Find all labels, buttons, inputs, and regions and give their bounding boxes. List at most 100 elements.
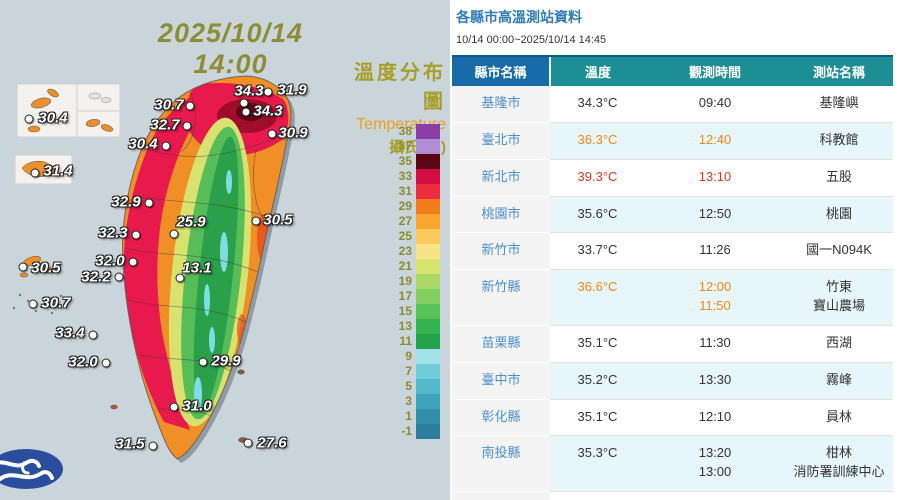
station-dot <box>175 273 185 283</box>
station-temp-label: 32.0 <box>95 252 125 270</box>
cell-temperature: 35.2°C <box>550 362 645 400</box>
header-temperature: 溫度 <box>549 55 645 86</box>
legend-stop-label: 19 <box>398 274 412 288</box>
legend-stop-swatch <box>416 229 440 244</box>
station-name-value: 竹東 <box>825 279 852 295</box>
station-name-value: 寶山農場 <box>812 298 865 314</box>
legend-stop-label: 5 <box>405 379 412 393</box>
station-dot <box>88 330 98 340</box>
station-name-value: 員林 <box>825 408 852 424</box>
station-dot <box>198 357 208 367</box>
station-temp-label: 32.2 <box>81 268 111 286</box>
legend-stop-label: 31 <box>398 184 412 198</box>
station-name-value: 科教館 <box>819 131 859 147</box>
station-name-value: 桃園 <box>825 205 852 221</box>
station-temp-label: 30.7 <box>154 96 184 114</box>
station-dot <box>30 168 40 178</box>
cell-temperature: 35.4°C <box>550 491 645 500</box>
obs-time-value: 13:20 <box>698 445 732 461</box>
station-dot <box>243 438 253 448</box>
station-temp-label: 30.5 <box>263 211 293 229</box>
station-name-value: 基隆嶼 <box>819 95 859 110</box>
legend-bar: 38 37 35 33 31 29 27 25 23 21 19 17 15 13 11 9 7 5 3 1 -1 <box>390 124 440 439</box>
cell-city: 彰化縣 <box>452 399 550 437</box>
legend-stop: 15 <box>390 304 440 319</box>
legend-stop-label: 23 <box>398 244 412 258</box>
header-obs-time: 觀測時間 <box>645 55 785 86</box>
legend-stop-label: 25 <box>398 229 412 243</box>
cell-station-name: 南改斗南分場 <box>785 491 893 500</box>
station-temp-label: 31.4 <box>43 162 73 180</box>
legend-stop-swatch <box>416 259 440 274</box>
cell-obs-time: 12:50 <box>645 196 785 234</box>
legend-stop: 38 <box>390 124 440 139</box>
cell-obs-time: 12:10 <box>645 399 785 437</box>
cell-obs-time: 13:10 <box>645 159 785 197</box>
station-dot <box>161 141 171 151</box>
station-dot <box>182 121 192 131</box>
obs-time-value: 11:50 <box>699 298 731 314</box>
legend-stop-swatch <box>416 334 440 349</box>
legend-stop-swatch <box>416 364 440 379</box>
table-row: 新竹縣 36.6°C 12:00 11:50 竹東 寶山農場 <box>452 269 893 326</box>
obs-time-value: 13:00 <box>698 464 732 480</box>
station-dot <box>18 262 28 272</box>
station-temp-label: 29.9 <box>211 352 241 370</box>
cell-city: 新北市 <box>452 159 550 197</box>
cell-temperature: 39.3°C <box>550 159 645 197</box>
legend-stop-label: 1 <box>405 409 412 423</box>
legend-stop-label: 27 <box>398 214 412 228</box>
station-dot <box>28 299 38 309</box>
station-name-value: 西湖 <box>825 334 852 350</box>
cell-temperature: 35.3°C <box>550 435 645 493</box>
obs-time-value: 11:30 <box>699 334 731 350</box>
cell-station-name: 西湖 <box>785 325 893 363</box>
station-dot <box>24 114 34 124</box>
station-temp-label: 30.7 <box>41 294 71 312</box>
station-temp-label: 27.6 <box>257 434 287 452</box>
legend-stop: 11 <box>390 334 440 349</box>
station-temp-label: 30.4 <box>128 135 158 153</box>
map-datetime: 2025/10/14 14:00 <box>157 18 304 79</box>
legend-stop-swatch <box>416 409 440 424</box>
station-temp-label: 30.4 <box>38 109 68 127</box>
legend-stop: 31 <box>390 184 440 199</box>
legend-stop-swatch <box>416 289 440 304</box>
cell-temperature: 35.6°C <box>550 196 645 234</box>
legend-stop: -1 <box>390 424 440 439</box>
cell-temperature: 34.3°C <box>550 86 645 123</box>
station-table-panel: 各縣市高溫測站資料 10/14 00:00~2025/10/14 14:45 縣… <box>450 0 900 500</box>
small-islets <box>12 293 63 315</box>
cell-station-name: 科教館 <box>785 122 893 160</box>
station-temp-label: 32.7 <box>150 116 180 134</box>
taiwan-map-svg <box>0 0 450 500</box>
station-temp-label: 32.9 <box>111 193 141 211</box>
cell-temperature: 35.1°C <box>550 399 645 437</box>
obs-time-value: 12:00 <box>698 279 732 295</box>
legend-stop: 25 <box>390 229 440 244</box>
table-row: 彰化縣 35.1°C 12:10 員林 <box>452 399 893 437</box>
station-dot <box>267 129 277 139</box>
legend-stop-swatch <box>416 184 440 199</box>
table-row: 苗栗縣 35.1°C 11:30 西湖 <box>452 325 893 363</box>
legend-stop: 37 <box>390 139 440 154</box>
table-row: 臺北市 36.3°C 12:40 科教館 <box>452 122 893 160</box>
cell-station-name: 基隆嶼 <box>785 86 893 123</box>
station-temp-label: 31.0 <box>182 397 212 415</box>
legend-stop: 19 <box>390 274 440 289</box>
station-temp-label: 25.9 <box>176 213 206 231</box>
legend-stop-label: 38 <box>398 124 412 138</box>
legend-stop-label: 37 <box>398 139 412 153</box>
legend-stop: 23 <box>390 244 440 259</box>
legend-title-zh: 溫度分布圖 <box>354 62 446 113</box>
station-temp-label: 33.4 <box>55 324 85 342</box>
cell-temperature: 36.6°C <box>550 269 645 326</box>
legend-stop-swatch <box>416 124 440 139</box>
legend-stop-label: 3 <box>405 394 412 408</box>
cell-obs-time: 12:00 11:50 <box>645 269 785 326</box>
station-name-value: 柑林 <box>825 445 852 461</box>
legend-stop: 21 <box>390 259 440 274</box>
legend-stop: 3 <box>390 394 440 409</box>
station-temp-label: 32.0 <box>68 353 98 371</box>
